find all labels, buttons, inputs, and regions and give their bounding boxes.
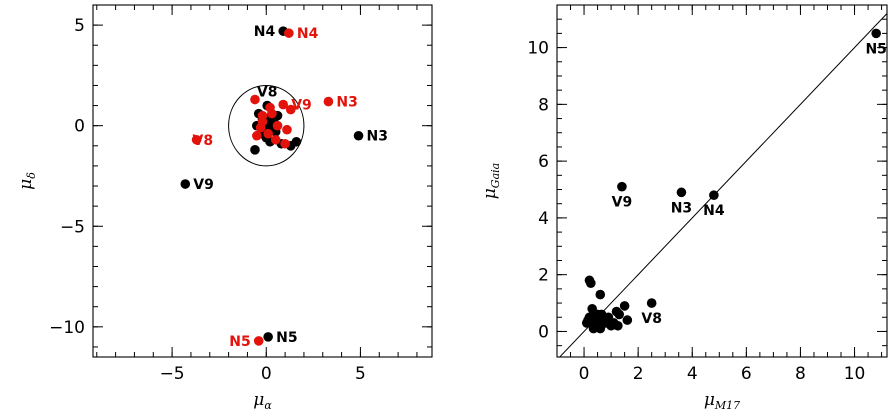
data-point xyxy=(257,116,268,127)
selection-circle xyxy=(228,84,305,167)
y-tick-label: 8 xyxy=(538,95,549,115)
x-tick-label: 0 xyxy=(579,364,590,384)
data-point xyxy=(596,309,607,320)
data-point xyxy=(617,181,627,192)
point-annotation: N4 xyxy=(703,203,725,219)
x-tick-label: 2 xyxy=(633,364,644,384)
y-tick-label: 6 xyxy=(538,152,549,172)
data-point xyxy=(353,130,364,141)
data-point xyxy=(676,187,687,198)
point-annotation: N5 xyxy=(276,330,297,346)
x-tick-label: −5 xyxy=(160,364,185,384)
y-axis-label: μGaia xyxy=(480,163,502,199)
data-point xyxy=(587,303,597,314)
data-point xyxy=(252,130,262,141)
plot-frame xyxy=(92,4,433,358)
y-axis-label-main: μ xyxy=(16,179,36,190)
data-point xyxy=(265,102,275,113)
plot-area xyxy=(180,26,364,346)
point-annotation: N4 xyxy=(297,26,319,42)
data-point xyxy=(619,301,630,311)
x-tick-label: 6 xyxy=(741,364,752,384)
x-axis-label-main: μ xyxy=(704,390,715,410)
y-axis-label-main: μ xyxy=(480,188,500,199)
x-axis-label-sub: M17 xyxy=(714,399,740,412)
data-point xyxy=(709,190,719,200)
y-axis-label: μδ xyxy=(16,172,38,190)
point-annotation: V9 xyxy=(193,177,214,193)
point-annotation: V9 xyxy=(612,195,633,211)
data-point xyxy=(583,315,593,325)
data-point xyxy=(622,315,633,325)
data-point xyxy=(270,134,281,145)
data-point xyxy=(285,104,296,115)
y-tick-label: −10 xyxy=(49,318,85,338)
y-tick-label: 2 xyxy=(538,266,549,286)
data-point xyxy=(284,28,294,38)
point-annotation: N4 xyxy=(254,24,276,40)
data-point xyxy=(250,145,260,155)
y-tick-label: 4 xyxy=(538,209,549,229)
x-axis-label: μM17 xyxy=(704,390,740,412)
x-tick-label: 5 xyxy=(355,364,366,384)
point-annotation: N3 xyxy=(367,129,388,145)
data-point xyxy=(191,134,202,145)
x-tick-label: 10 xyxy=(844,364,866,384)
data-point xyxy=(614,309,625,320)
x-axis-label-main: μ xyxy=(253,390,264,410)
point-annotation: V8 xyxy=(192,133,213,149)
data-point xyxy=(253,336,264,346)
y-tick-label: 10 xyxy=(527,39,549,59)
data-point xyxy=(646,298,657,308)
data-point xyxy=(280,138,290,149)
point-annotation: V9 xyxy=(291,98,312,114)
point-annotation: V8 xyxy=(641,311,662,327)
data-point xyxy=(871,28,881,39)
data-point xyxy=(586,278,596,288)
y-tick-label: −5 xyxy=(60,217,85,237)
data-point xyxy=(263,128,273,139)
data-point xyxy=(278,99,289,110)
y-tick-label: 0 xyxy=(538,322,549,342)
plot-frame xyxy=(556,4,888,358)
data-point xyxy=(291,136,302,147)
data-point xyxy=(323,96,334,107)
x-tick-label: 4 xyxy=(687,364,698,384)
point-annotation: N3 xyxy=(336,95,357,111)
point-annotation: V8 xyxy=(257,85,278,101)
x-tick-label: 0 xyxy=(261,364,272,384)
y-axis-label-sub: Gaia xyxy=(489,163,502,188)
plot-area xyxy=(559,12,887,357)
point-annotation: N3 xyxy=(671,200,692,216)
y-axis-label-sub: δ xyxy=(25,172,38,179)
y-tick-label: 0 xyxy=(74,117,85,137)
x-axis-label-sub: α xyxy=(264,399,272,412)
data-point xyxy=(180,179,191,189)
data-point xyxy=(250,94,260,105)
y-tick-label: 5 xyxy=(74,16,85,36)
data-point xyxy=(613,320,623,331)
data-point xyxy=(594,318,604,328)
data-point xyxy=(282,124,292,135)
data-point xyxy=(595,289,606,300)
data-point xyxy=(263,332,273,342)
point-annotation: N5 xyxy=(229,334,250,350)
data-point xyxy=(272,120,283,131)
x-tick-label: 8 xyxy=(795,364,806,384)
point-annotation: N5 xyxy=(865,41,886,57)
x-axis-label: μα xyxy=(253,390,272,412)
